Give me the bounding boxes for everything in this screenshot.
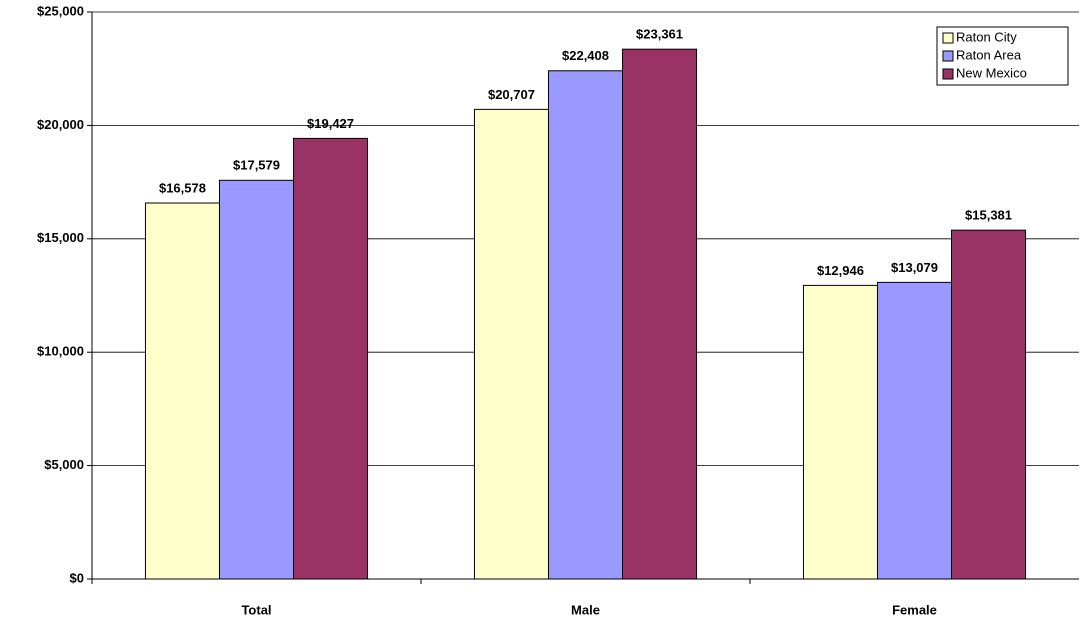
bar xyxy=(622,48,698,580)
x-tick-label: Female xyxy=(892,602,937,617)
legend-label: Raton City xyxy=(956,29,1017,44)
bar xyxy=(144,202,220,580)
bar xyxy=(293,137,369,580)
value-label: $16,578 xyxy=(159,180,206,195)
y-tick-label: $5,000 xyxy=(44,457,84,472)
bar xyxy=(802,284,878,580)
x-tick-label: Male xyxy=(571,602,600,617)
x-tick-label: Total xyxy=(241,602,271,617)
bar xyxy=(951,229,1027,580)
legend-swatch xyxy=(942,32,954,44)
bar xyxy=(876,281,953,580)
value-label: $13,079 xyxy=(891,260,938,275)
y-tick-label: $25,000 xyxy=(37,3,84,18)
bar xyxy=(473,108,549,580)
value-label: $23,361 xyxy=(636,27,683,42)
legend-label: Raton Area xyxy=(956,47,1022,62)
y-tick-label: $20,000 xyxy=(37,117,84,132)
value-label: $12,946 xyxy=(817,263,864,278)
legend-box xyxy=(936,26,1069,86)
bar xyxy=(218,179,295,580)
value-label: $20,707 xyxy=(488,87,535,102)
legend-swatch xyxy=(942,50,954,62)
value-label: $15,381 xyxy=(965,208,1012,223)
value-label: $22,408 xyxy=(562,48,609,63)
y-tick-label: $10,000 xyxy=(37,344,84,359)
bar xyxy=(547,70,624,580)
legend-swatch xyxy=(942,68,954,80)
value-label: $19,427 xyxy=(307,116,354,131)
y-tick-label: $0 xyxy=(70,570,84,585)
legend-label: New Mexico xyxy=(956,65,1027,80)
value-label: $17,579 xyxy=(233,158,280,173)
y-tick-label: $15,000 xyxy=(37,230,84,245)
